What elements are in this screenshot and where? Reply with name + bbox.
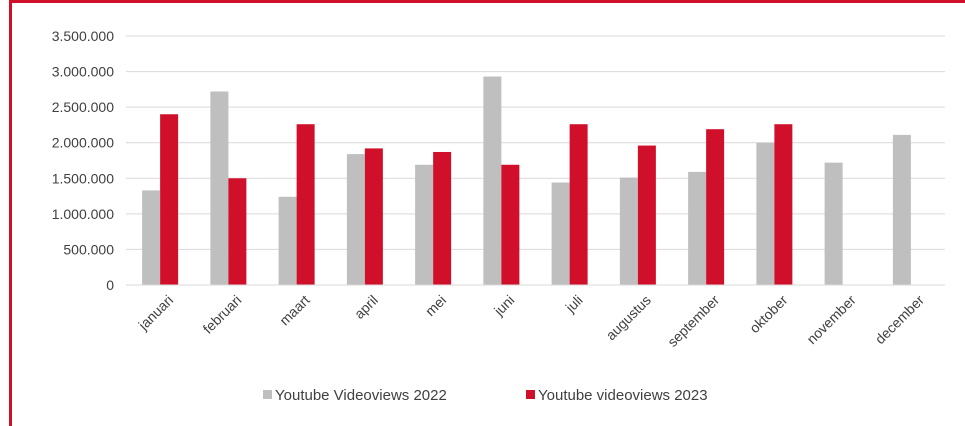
x-tick-label: oktober	[746, 292, 791, 337]
x-tick-label: november	[803, 292, 859, 348]
bar-2022-oktober	[756, 142, 775, 285]
bar-2022-november	[824, 162, 843, 285]
bar-2023-juni	[501, 164, 520, 285]
bar-2023-maart	[296, 124, 315, 286]
bar-2023-augustus	[637, 145, 656, 285]
legend-label: Youtube videoviews 2023	[538, 387, 708, 404]
bar-2022-maart	[278, 196, 297, 285]
x-tick-label: juni	[490, 292, 517, 319]
legend-swatch	[526, 390, 535, 399]
x-tick-label: juli	[562, 292, 586, 316]
x-tick-label: januari	[135, 292, 177, 334]
y-axis-ticks: 0 500.000 1.000.000 1.500.000 2.000.000 2.500…	[52, 28, 115, 293]
bar-2022-augustus	[619, 177, 638, 285]
bar-2023-april	[364, 148, 383, 285]
x-tick-label: maart	[276, 292, 313, 329]
y-tick-label: 0	[106, 277, 114, 293]
bar-2022-juni	[483, 76, 502, 286]
bar-2022-december	[892, 134, 911, 285]
y-tick-label: 1.000.000	[52, 206, 114, 222]
bar-2022-juli	[551, 182, 570, 285]
x-tick-label: augustus	[602, 292, 653, 343]
legend: Youtube Videoviews 2022 Youtube videoview…	[263, 387, 708, 404]
y-tick-label: 2.500.000	[52, 99, 114, 115]
y-tick-label: 500.000	[63, 241, 114, 257]
legend-label: Youtube Videoviews 2022	[275, 387, 447, 404]
x-tick-label: december	[872, 292, 928, 348]
x-axis-categories: januari februari maart april mei juni juli augu…	[135, 292, 928, 350]
legend-swatch	[263, 390, 272, 399]
bar-2023-juli	[569, 124, 588, 286]
x-tick-label: september	[664, 292, 722, 350]
bar-2022-april	[346, 154, 365, 285]
y-tick-label: 3.000.000	[52, 64, 114, 80]
x-tick-label: mei	[422, 292, 449, 319]
bar-2023-oktober	[774, 124, 793, 286]
bar-2022-februari	[210, 91, 229, 286]
frame-left-border	[9, 0, 12, 426]
bar-2022-januari	[142, 190, 161, 285]
bar-2022-september	[688, 171, 707, 285]
y-tick-label: 3.500.000	[52, 28, 114, 44]
bars	[142, 76, 911, 286]
bar-2023-mei	[433, 151, 452, 285]
x-tick-label: april	[351, 292, 381, 322]
y-tick-label: 2.000.000	[52, 135, 114, 151]
bar-2023-februari	[228, 178, 247, 285]
gridlines	[126, 35, 945, 250]
y-tick-label: 1.500.000	[52, 170, 114, 186]
bar-2023-januari	[160, 114, 179, 285]
bar-2022-mei	[415, 164, 434, 285]
x-tick-label: februari	[200, 292, 245, 337]
bar-2023-september	[706, 129, 725, 285]
frame-top-border	[9, 0, 965, 3]
